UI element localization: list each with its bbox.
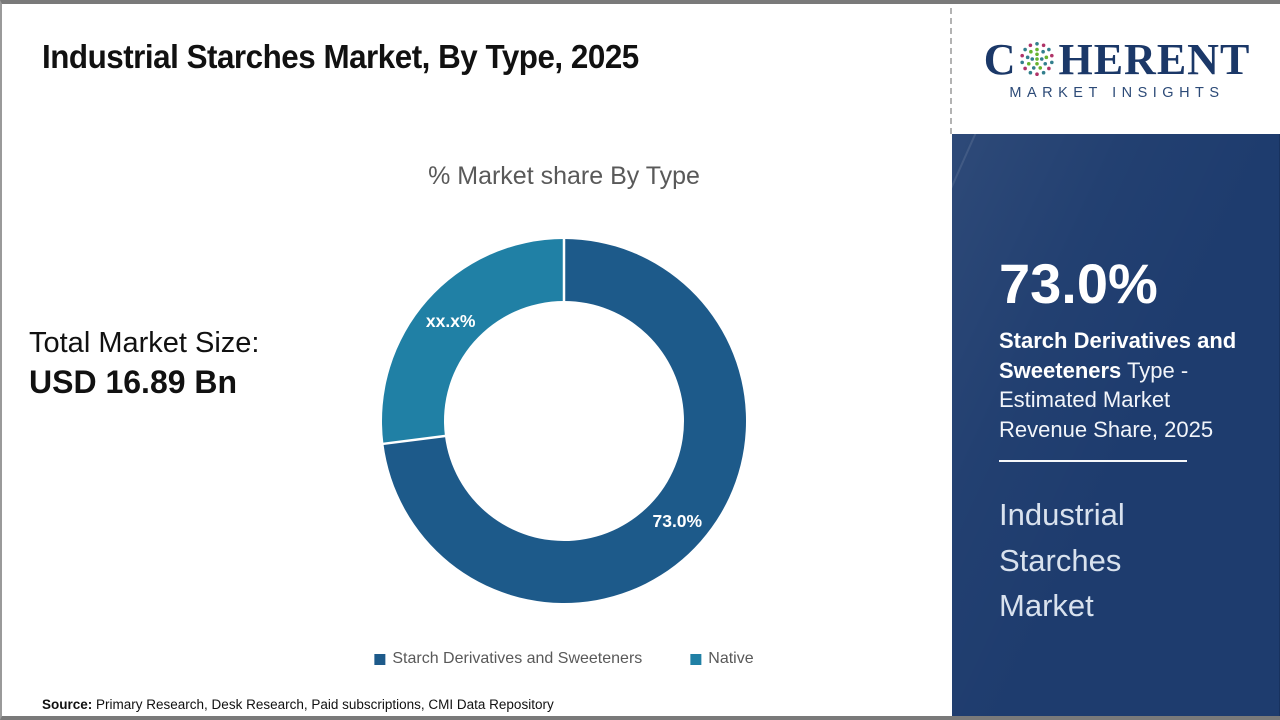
chart-legend: Starch Derivatives and Sweeteners Native	[374, 650, 754, 668]
legend-item-1: Starch Derivatives and Sweeteners	[374, 650, 642, 668]
source-label: Source:	[42, 697, 93, 712]
brand-logo: C HERENT MARKET INSIGHTS	[952, 4, 1280, 134]
chart-title: % Market share By Type	[428, 162, 700, 190]
legend-swatch-icon	[374, 653, 386, 665]
slice-separator	[382, 434, 447, 446]
coherent-logo-globe-icon	[1020, 41, 1055, 76]
sidebar-highlight-value: 73.0%	[999, 252, 1158, 315]
legend-label: Native	[708, 650, 754, 667]
sidebar-highlight-text: Starch Derivatives and Sweeteners Type -…	[999, 326, 1244, 444]
legend-label: Starch Derivatives and Sweeteners	[392, 650, 643, 667]
legend-swatch-icon	[690, 653, 702, 665]
brand-tagline: MARKET INSIGHTS	[1009, 84, 1225, 101]
sidebar-market-name: Industrial Starches Market	[999, 497, 1125, 623]
brand-wordmark-prefix: C	[983, 34, 1017, 84]
page-title: Industrial Starches Market, By Type, 202…	[42, 38, 639, 75]
sidebar-highlight-bold: Starch Derivatives and Sweeteners	[999, 328, 1237, 383]
donut-chart-svg: 73.0% xx.x%	[382, 238, 747, 603]
panel-texture-streak	[821, 94, 994, 479]
total-market-size-label: Total Market Size:	[29, 327, 260, 359]
slice-label-1: 73.0%	[652, 511, 702, 531]
total-market-size-value: USD 16.89 Bn	[29, 364, 238, 401]
donut-slice-2	[382, 239, 564, 444]
brand-wordmark: C HERENT	[983, 34, 1251, 84]
sidebar-highlight-rest: Type - Estimated Market Revenue Share, 2…	[999, 357, 1214, 442]
sidebar-divider-line	[999, 460, 1187, 462]
sidebar-panel: 73.0% Starch Derivatives and Sweeteners …	[821, 94, 1280, 716]
source-text: Primary Research, Desk Research, Paid su…	[96, 697, 554, 712]
donut-chart: 73.0% xx.x%	[364, 221, 764, 621]
slice-label-2: xx.x%	[426, 311, 476, 331]
brand-wordmark-suffix: HERENT	[1058, 34, 1251, 84]
source-line: Source: Primary Research, Desk Research,…	[42, 697, 554, 712]
legend-item-2: Native	[690, 650, 754, 668]
total-market-size: Total Market Size: USD 16.89 Bn	[29, 324, 259, 402]
donut-slice-1	[383, 239, 747, 603]
dashed-divider	[950, 8, 952, 134]
